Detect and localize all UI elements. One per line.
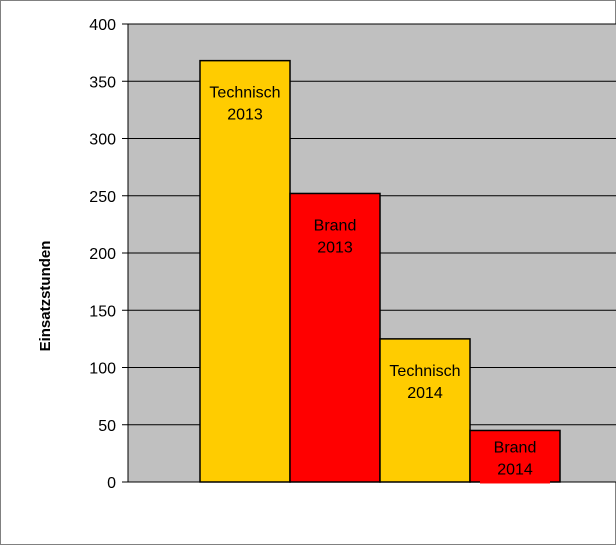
y-axis-title: Einsatzstunden	[37, 241, 54, 352]
bar-label: 2013	[317, 239, 353, 256]
bar-label: Technisch	[389, 363, 460, 380]
y-tick-labels: 0 50 100 150 200 250 300 350 400	[89, 17, 116, 492]
bar	[379, 338, 471, 483]
bar-label: Brand	[494, 439, 537, 456]
y-tick-label: 100	[89, 361, 116, 378]
bar-labels: Technisch 2013 Brand 2013 Technisch 2014 Brand…	[209, 85, 550, 484]
y-tick-label: 50	[98, 418, 116, 435]
bar	[289, 192, 381, 483]
y-tick-label: 250	[89, 189, 116, 206]
bar	[199, 59, 291, 483]
bar-label: Technisch	[209, 85, 280, 102]
bar-label-background	[480, 435, 550, 484]
y-tick-label: 400	[89, 17, 116, 34]
bar-label: 2014	[497, 461, 533, 478]
y-tick-label: 350	[89, 74, 116, 91]
bar-label: Brand	[314, 217, 357, 234]
bars	[199, 59, 561, 483]
bar-label: 2014	[407, 385, 443, 402]
y-tick-label: 150	[89, 303, 116, 320]
y-tick-label: 200	[89, 246, 116, 263]
y-tick-label: 0	[107, 475, 116, 492]
y-tick-label: 300	[89, 132, 116, 149]
bar-label: 2013	[227, 107, 263, 124]
